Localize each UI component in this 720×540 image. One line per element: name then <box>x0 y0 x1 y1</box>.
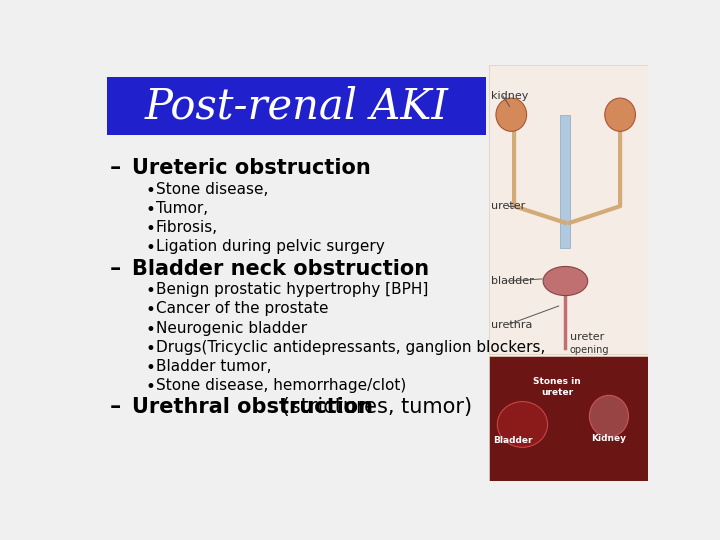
Text: urethra: urethra <box>490 320 532 330</box>
Text: •: • <box>145 282 156 300</box>
Text: •: • <box>145 220 156 238</box>
Text: (strictures, tumor): (strictures, tumor) <box>275 397 472 417</box>
Text: Urethral obstruction: Urethral obstruction <box>132 397 373 417</box>
Text: Ligation during pelvic surgery: Ligation during pelvic surgery <box>156 239 384 254</box>
Text: Stone disease,: Stone disease, <box>156 182 269 197</box>
Text: Benign prostatic hypertrophy [BPH]: Benign prostatic hypertrophy [BPH] <box>156 282 428 297</box>
Text: Stone disease, hemorrhage/clot): Stone disease, hemorrhage/clot) <box>156 378 406 393</box>
Ellipse shape <box>498 402 548 447</box>
Text: •: • <box>145 321 156 339</box>
Text: Post-renal AKI: Post-renal AKI <box>145 85 449 127</box>
Ellipse shape <box>496 98 526 131</box>
Text: –: – <box>109 259 121 279</box>
Text: •: • <box>145 340 156 357</box>
Text: Stones in
ureter: Stones in ureter <box>534 377 581 397</box>
Text: Neurogenic bladder: Neurogenic bladder <box>156 321 307 335</box>
Text: ureter: ureter <box>570 332 604 342</box>
Text: –: – <box>109 397 121 417</box>
Text: –: – <box>109 158 121 178</box>
Text: bladder: bladder <box>490 276 534 286</box>
Text: Kidney: Kidney <box>591 434 626 443</box>
Text: ureter: ureter <box>490 201 525 211</box>
Text: •: • <box>145 301 156 319</box>
Text: Drugs(Tricyclic antidepressants, ganglion blockers,: Drugs(Tricyclic antidepressants, ganglio… <box>156 340 545 355</box>
Text: •: • <box>145 182 156 200</box>
FancyBboxPatch shape <box>489 356 648 481</box>
Text: Bladder neck obstruction: Bladder neck obstruction <box>132 259 429 279</box>
Ellipse shape <box>605 98 636 131</box>
FancyBboxPatch shape <box>560 114 570 248</box>
Text: opening: opening <box>570 345 609 355</box>
Text: •: • <box>145 378 156 396</box>
Text: kidney: kidney <box>490 91 528 101</box>
Text: •: • <box>145 359 156 377</box>
Text: Bladder tumor,: Bladder tumor, <box>156 359 271 374</box>
Text: Bladder: Bladder <box>492 436 532 445</box>
FancyBboxPatch shape <box>489 65 648 354</box>
FancyBboxPatch shape <box>107 77 486 136</box>
Text: Fibrosis,: Fibrosis, <box>156 220 218 235</box>
Text: Ureteric obstruction: Ureteric obstruction <box>132 158 371 178</box>
Text: Tumor,: Tumor, <box>156 201 208 216</box>
Ellipse shape <box>543 266 588 295</box>
Text: Cancer of the prostate: Cancer of the prostate <box>156 301 328 316</box>
Text: •: • <box>145 239 156 258</box>
Ellipse shape <box>590 395 629 437</box>
Text: •: • <box>145 201 156 219</box>
